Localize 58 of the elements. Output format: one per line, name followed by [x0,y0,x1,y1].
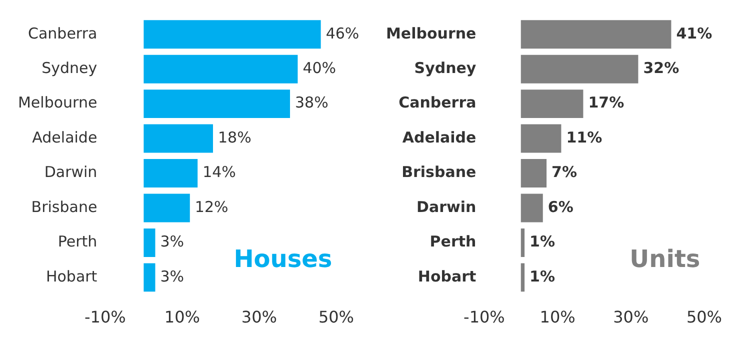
data-label: 12% [194,198,228,216]
annotation: Units [630,244,700,273]
data-label: 14% [202,163,236,182]
x-tick-label: -10% [84,308,126,327]
bar [520,54,638,84]
y-tick-label: Melbourne [18,94,98,112]
y-tick-label: Perth [430,232,476,251]
data-label: 3% [160,232,184,251]
y-tick-label: Hobart [46,267,98,286]
data-label: 32% [643,58,680,77]
y-tick-label: Melbourne [386,24,476,42]
data-label: 46% [326,24,360,42]
x-tick-label: 10% [164,308,200,327]
bar [144,159,198,188]
bar [520,228,525,257]
y-tick-label: Perth [58,232,98,251]
y-tick-label: Adelaide [402,128,476,146]
y-tick-label: Brisbane [31,198,98,216]
data-label: 3% [160,267,184,286]
bar [144,90,290,118]
y-tick-label: Darwin [416,198,476,216]
bar [520,20,672,49]
annotation: Houses [234,244,332,273]
x-tick-label: -10% [464,308,505,327]
data-label: 6% [548,198,574,216]
bar [144,54,298,84]
data-label: 1% [530,267,556,286]
y-tick-label: Brisbane [402,163,476,182]
bar [144,228,156,257]
data-label: 1% [530,232,556,251]
data-label: 17% [588,94,624,112]
y-tick-label: Canberra [398,94,476,112]
bar [520,159,547,188]
data-label: 40% [302,58,336,77]
bar [520,194,543,222]
data-label: 11% [566,128,602,146]
data-label: 18% [218,128,252,146]
y-tick-label: Sydney [42,58,98,77]
bar [520,263,525,292]
bar [520,90,584,118]
y-tick-label: Hobart [418,267,476,286]
bar [144,194,190,222]
y-tick-label: Darwin [44,163,98,182]
y-tick-label: Canberra [28,24,98,42]
x-tick-label: 50% [686,308,722,327]
bar [144,20,321,49]
x-tick-label: 10% [540,308,576,327]
data-label: 38% [295,94,328,112]
x-tick-label: 30% [241,308,277,327]
x-tick-label: 50% [318,308,354,327]
bar [144,124,213,153]
bar [520,124,562,153]
y-tick-label: Adelaide [32,128,98,146]
y-tick-label: Sydney [414,58,476,77]
bar [144,263,156,292]
data-label: 41% [676,24,712,42]
data-label: 7% [552,163,578,182]
x-tick-label: 30% [613,308,649,327]
